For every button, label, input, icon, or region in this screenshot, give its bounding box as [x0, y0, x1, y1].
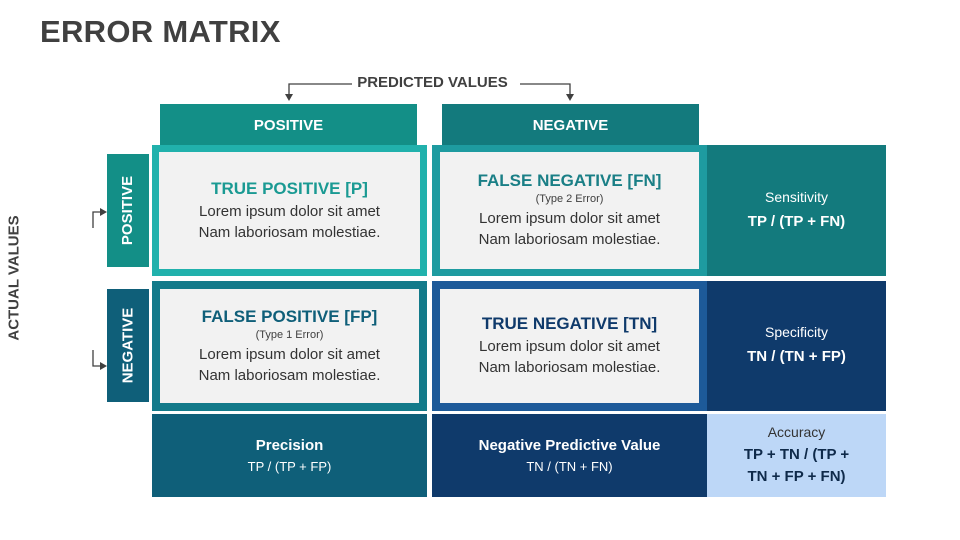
false-negative-content: FALSE NEGATIVE [FN] (Type 2 Error) Lorem…: [440, 152, 699, 269]
sensitivity-name: Sensitivity: [764, 188, 829, 205]
true-negative-content: TRUE NEGATIVE [TN] Lorem ipsum dolor sit…: [440, 289, 699, 403]
accuracy-formula-line-2: TN + FP + FN): [747, 467, 846, 485]
actual-bottom-bracket-line: [92, 350, 102, 367]
predicted-right-arrow-icon: [566, 94, 574, 101]
row-header-negative-label: NEGATIVE: [119, 307, 137, 384]
true-positive-title: TRUE POSITIVE [P]: [211, 178, 368, 198]
true-positive-line-1: Lorem ipsum dolor sit amet: [199, 202, 380, 220]
actual-top-bracket-line: [92, 211, 102, 228]
sensitivity-cell: Sensitivity TP / (TP + FN): [707, 145, 886, 276]
actual-bottom-arrow-icon: [100, 362, 107, 370]
accuracy-formula-line-1: TP + TN / (TP +: [743, 445, 850, 463]
true-positive-line-2: Nam laboriosam molestiae.: [198, 223, 381, 241]
precision-formula: TP / (TP + FP): [247, 459, 332, 474]
column-header-negative-label: NEGATIVE: [532, 116, 609, 134]
column-header-positive-label: POSITIVE: [253, 116, 324, 134]
true-positive-content: TRUE POSITIVE [P] Lorem ipsum dolor sit …: [159, 152, 420, 269]
false-negative-cell: FALSE NEGATIVE [FN] (Type 2 Error) Lorem…: [432, 145, 707, 276]
row-header-negative: NEGATIVE: [107, 289, 149, 402]
actual-values-label: ACTUAL VALUES: [5, 215, 23, 341]
true-negative-line-2: Nam laboriosam molestiae.: [478, 359, 661, 376]
accuracy-name: Accuracy: [767, 423, 826, 440]
false-positive-title: FALSE POSITIVE [FP]: [201, 306, 378, 326]
false-positive-subtitle: (Type 1 Error): [255, 328, 324, 341]
npv-name: Negative Predictive Value: [478, 437, 661, 454]
actual-top-arrow-icon: [100, 208, 107, 216]
column-header-positive: POSITIVE: [160, 104, 417, 146]
npv-formula: TN / (TN + FN): [526, 459, 613, 474]
false-negative-subtitle: (Type 2 Error): [535, 193, 604, 205]
false-positive-cell: FALSE POSITIVE [FP] (Type 1 Error) Lorem…: [152, 281, 427, 411]
true-positive-cell: TRUE POSITIVE [P] Lorem ipsum dolor sit …: [152, 145, 427, 276]
specificity-formula: TN / (TN + FP): [747, 348, 846, 365]
specificity-cell: Specificity TN / (TN + FP): [707, 281, 886, 411]
precision-cell: Precision TP / (TP + FP): [152, 414, 427, 497]
column-header-negative: NEGATIVE: [442, 104, 699, 146]
npv-cell: Negative Predictive Value TN / (TN + FN): [432, 414, 707, 497]
false-positive-content: FALSE POSITIVE [FP] (Type 1 Error) Lorem…: [160, 289, 419, 403]
true-negative-cell: TRUE NEGATIVE [TN] Lorem ipsum dolor sit…: [432, 281, 707, 411]
predicted-values-label: PREDICTED VALUES: [357, 74, 508, 91]
predicted-left-arrow-icon: [285, 94, 293, 101]
row-header-positive: POSITIVE: [107, 154, 149, 267]
precision-name: Precision: [255, 437, 324, 454]
false-negative-line-1: Lorem ipsum dolor sit amet: [479, 210, 660, 227]
accuracy-cell: Accuracy TP + TN / (TP + TN + FP + FN): [707, 414, 886, 497]
specificity-name: Specificity: [764, 324, 829, 340]
true-negative-title: TRUE NEGATIVE [TN]: [481, 314, 658, 333]
true-negative-line-1: Lorem ipsum dolor sit amet: [479, 338, 660, 355]
false-negative-line-2: Nam laboriosam molestiae.: [478, 231, 661, 248]
sensitivity-formula: TP / (TP + FN): [747, 212, 846, 230]
page-title: ERROR MATRIX: [40, 14, 281, 49]
false-negative-title: FALSE NEGATIVE [FN]: [477, 171, 662, 190]
row-header-positive-label: POSITIVE: [119, 175, 137, 246]
false-positive-line-2: Nam laboriosam molestiae.: [198, 366, 381, 384]
false-positive-line-1: Lorem ipsum dolor sit amet: [199, 345, 380, 363]
